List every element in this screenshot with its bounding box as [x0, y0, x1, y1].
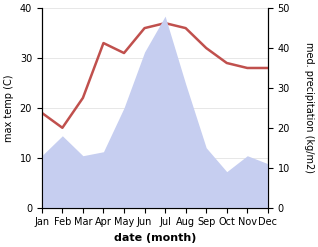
Y-axis label: max temp (C): max temp (C) [4, 74, 14, 142]
X-axis label: date (month): date (month) [114, 233, 196, 243]
Y-axis label: med. precipitation (kg/m2): med. precipitation (kg/m2) [304, 42, 314, 173]
